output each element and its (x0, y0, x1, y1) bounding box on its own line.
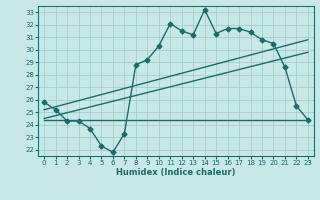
X-axis label: Humidex (Indice chaleur): Humidex (Indice chaleur) (116, 168, 236, 177)
